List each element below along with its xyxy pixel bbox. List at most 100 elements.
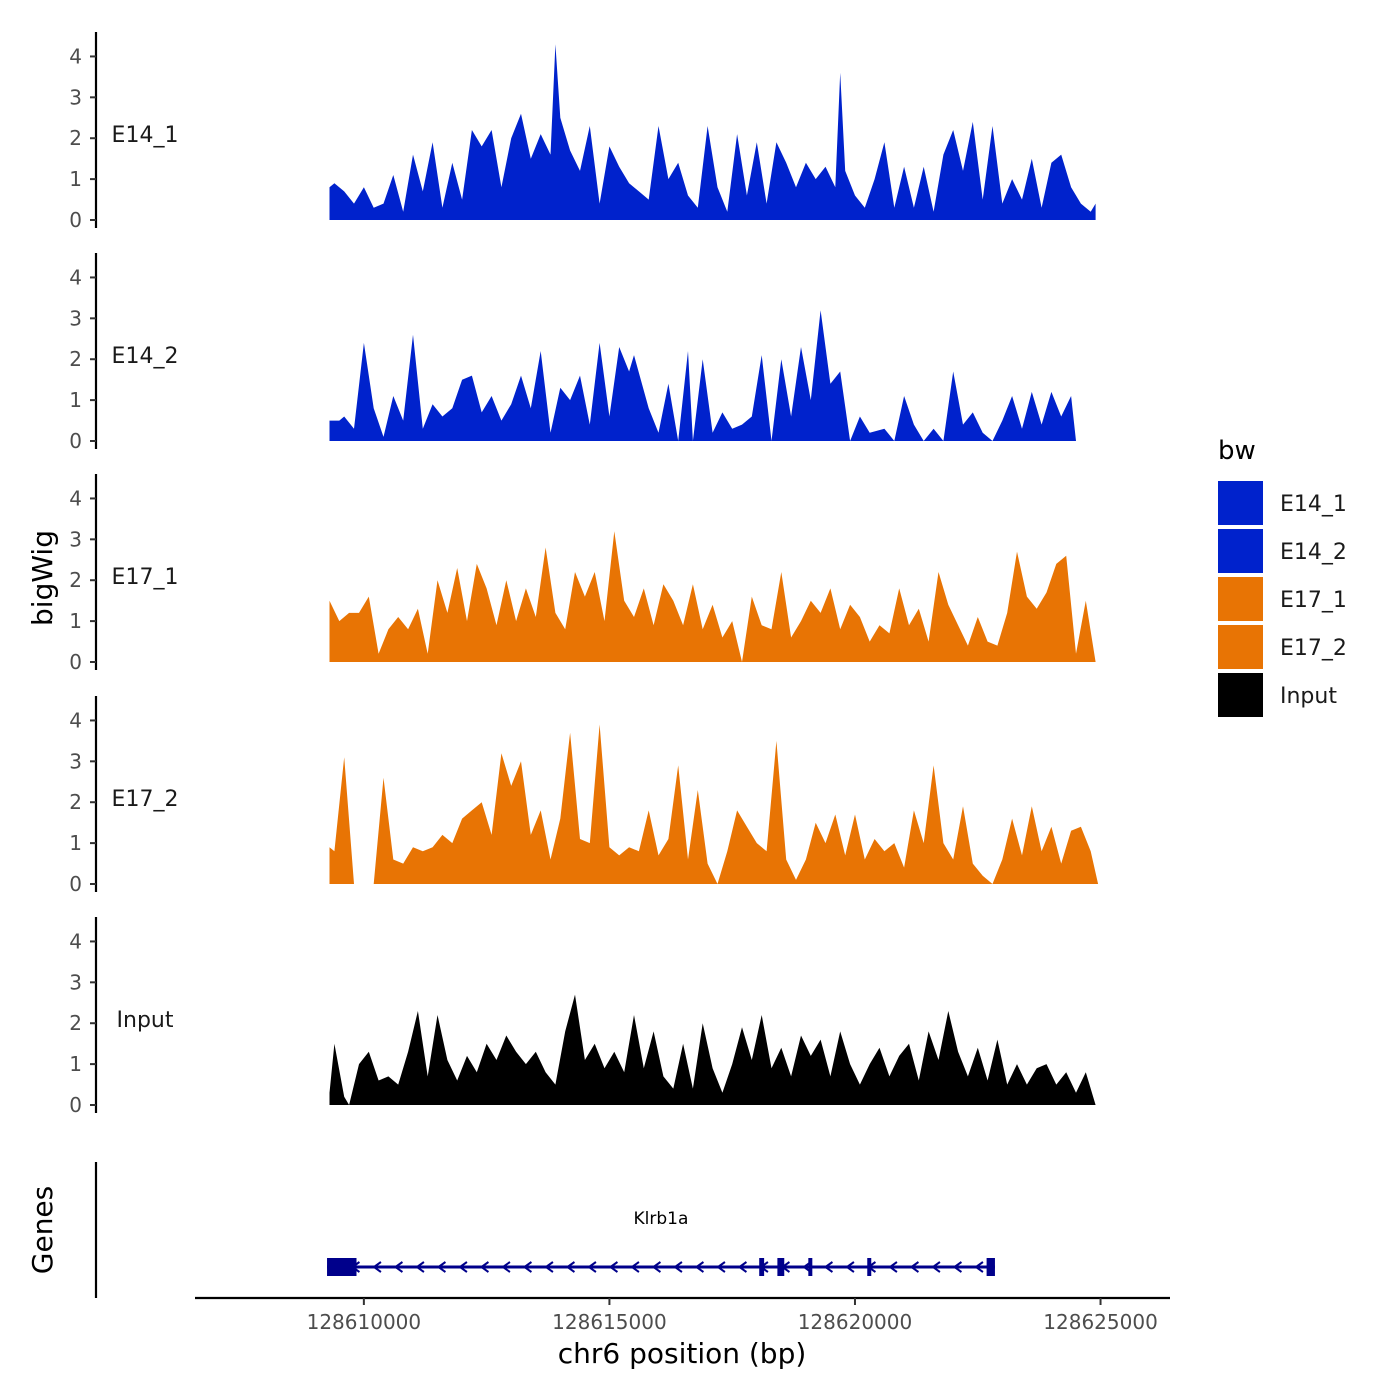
y-tick-label: 1: [69, 609, 82, 633]
track-e17-1: 0 1 2 3 4 E17_1: [69, 474, 1096, 674]
y-axis-title: bigWig: [26, 530, 59, 626]
legend-item: E14_2: [1218, 529, 1347, 573]
strand-arrow: [372, 1261, 382, 1273]
track-e14-2: 0 1 2 3 4 E14_2: [69, 253, 1076, 453]
y-tick-label: 2: [69, 126, 82, 150]
strand-arrow: [931, 1261, 941, 1273]
gene-exon: [759, 1258, 765, 1276]
track-label: E17_1: [112, 565, 179, 590]
track-e17-2: 0 1 2 3 4 E17_2: [69, 696, 1099, 896]
genes-axis-title: Genes: [26, 1186, 59, 1274]
strand-arrow: [737, 1261, 748, 1273]
y-tick-label: 3: [69, 970, 82, 994]
legend-item: E17_1: [1218, 577, 1347, 621]
strand-arrow: [544, 1261, 554, 1273]
coverage-area: [329, 531, 1096, 662]
track-label: E14_2: [112, 344, 179, 369]
strand-arrow: [565, 1261, 576, 1273]
y-tick-label: 1: [69, 1052, 82, 1076]
y-tick-label: 3: [69, 306, 82, 330]
y-tick-label: 1: [69, 167, 82, 191]
legend-swatch: [1218, 529, 1263, 573]
strand-arrow: [436, 1261, 447, 1273]
gene-exon: [327, 1258, 357, 1276]
strand-arrow: [393, 1261, 404, 1273]
strand-arrow: [673, 1261, 683, 1273]
legend-swatch: [1218, 577, 1263, 621]
track-input: 0 1 2 3 4 Input: [69, 917, 1096, 1117]
x-tick-label: 128625000: [1043, 1310, 1158, 1334]
strand-arrow: [909, 1261, 920, 1273]
legend: bw E14_1 E14_2 E17_1 E17_2 Input: [1218, 436, 1347, 717]
strand-arrow: [888, 1261, 898, 1273]
legend-item: Input: [1218, 673, 1337, 717]
gene-name-label: Klrb1a: [634, 1209, 689, 1229]
coverage-area: [329, 994, 1096, 1105]
legend-swatch: [1218, 625, 1263, 669]
strand-arrow: [522, 1261, 533, 1273]
y-tick-label: 3: [69, 85, 82, 109]
x-tick-label: 128615000: [552, 1310, 667, 1334]
legend-swatch: [1218, 481, 1263, 525]
legend-title: bw: [1218, 436, 1256, 466]
coverage-area: [329, 724, 1099, 884]
gene-model: Klrb1a: [327, 1209, 995, 1276]
strand-arrow: [974, 1261, 984, 1273]
strand-arrow: [479, 1261, 490, 1273]
strand-arrow: [587, 1261, 597, 1273]
y-tick-label: 4: [69, 486, 82, 510]
strand-arrow: [608, 1261, 619, 1273]
y-tick-label: 2: [69, 568, 82, 592]
gene-exon: [986, 1258, 995, 1276]
legend-item: E14_1: [1218, 481, 1347, 525]
y-tick-label: 0: [69, 208, 82, 232]
strand-arrow: [694, 1261, 705, 1273]
y-tick-label: 4: [69, 44, 82, 68]
strand-arrow: [630, 1261, 640, 1273]
y-tick-label: 1: [69, 831, 82, 855]
y-tick-label: 0: [69, 650, 82, 674]
y-tick-label: 4: [69, 708, 82, 732]
strand-arrow: [845, 1261, 855, 1273]
x-axis-title: chr6 position (bp): [558, 1337, 807, 1370]
legend-label: E17_2: [1280, 636, 1347, 661]
strand-arrow: [716, 1261, 726, 1273]
y-tick-label: 0: [69, 429, 82, 453]
y-tick-label: 0: [69, 1093, 82, 1117]
x-tick-label: 128610000: [307, 1310, 422, 1334]
y-tick-label: 0: [69, 872, 82, 896]
y-tick-label: 2: [69, 347, 82, 371]
x-axis: 128610000 128615000 128620000 128625000: [195, 1296, 1170, 1334]
coverage-tracks: 0 1 2 3 4 E14_1 0 1 2 3 4 E14_2 0 1 2 3 4 E17_1 0 1 2 3 4 E17_2…: [69, 32, 1099, 1117]
genes-track: Klrb1a: [94, 1162, 995, 1298]
y-tick-label: 4: [69, 929, 82, 953]
strand-arrow: [501, 1261, 511, 1273]
strand-arrow: [458, 1261, 468, 1273]
y-tick-label: 3: [69, 527, 82, 551]
track-e14-1: 0 1 2 3 4 E14_1: [69, 32, 1096, 232]
legend-swatch: [1218, 673, 1263, 717]
gene-exon: [867, 1258, 872, 1276]
y-tick-label: 3: [69, 749, 82, 773]
y-tick-label: 2: [69, 790, 82, 814]
coverage-area: [329, 310, 1076, 441]
y-tick-label: 4: [69, 265, 82, 289]
track-label: E17_2: [112, 787, 179, 812]
x-tick-label: 128620000: [798, 1310, 913, 1334]
legend-label: E14_2: [1280, 540, 1347, 565]
strand-arrow: [952, 1261, 963, 1273]
coverage-area: [329, 44, 1096, 221]
legend-label: E14_1: [1280, 492, 1347, 517]
gene-exon: [808, 1258, 813, 1276]
y-tick-label: 1: [69, 388, 82, 412]
track-label: Input: [117, 1008, 174, 1033]
legend-label: Input: [1280, 684, 1337, 709]
track-label: E14_1: [112, 123, 179, 148]
strand-arrow: [415, 1261, 425, 1273]
legend-label: E17_1: [1280, 588, 1347, 613]
gene-exon: [777, 1258, 785, 1276]
legend-item: E17_2: [1218, 625, 1347, 669]
strand-arrow: [651, 1261, 662, 1273]
y-tick-label: 2: [69, 1011, 82, 1035]
